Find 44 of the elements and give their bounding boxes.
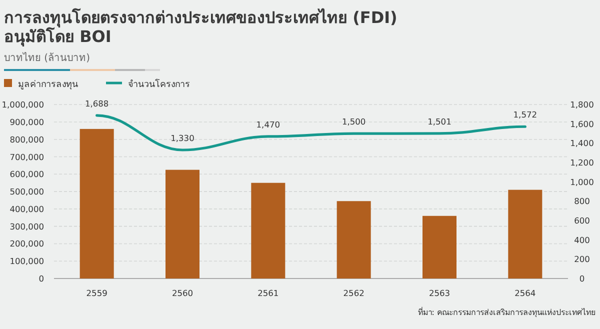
data-label: 1,330 xyxy=(170,133,194,144)
data-label: 1,688 xyxy=(84,98,109,108)
data-label: 1,501 xyxy=(428,116,452,126)
data-label: 1,500 xyxy=(342,116,366,127)
text: ที่มา: คณะกรรมการส่งเสริมการลงทุนแห่งประเทศไทย xyxy=(418,306,596,317)
y2-tick-label: 600 xyxy=(574,216,590,226)
y-tick-label: 300,000 xyxy=(10,221,44,232)
bar xyxy=(508,190,542,278)
y2-tick-label: 400 xyxy=(574,234,590,245)
y2-tick-label: 200 xyxy=(574,254,590,264)
x-tick-label: 2564 xyxy=(514,288,536,298)
y-tick-label: 1,000,000 xyxy=(2,100,44,110)
chart-subtitle: บาทไทย (ล้านบาท) xyxy=(4,51,90,65)
y-tick-label: 100,000 xyxy=(10,256,44,266)
y2-tick-label: 1,400 xyxy=(570,138,594,148)
x-tick-label: 2561 xyxy=(258,288,279,298)
y2-tick-label: 1,000 xyxy=(570,176,594,187)
x-tick-label: 2562 xyxy=(343,288,364,298)
y-tick-label: 0 xyxy=(38,274,44,284)
y2-tick-label: 800 xyxy=(574,196,590,206)
legend-label: จำนวนโครงการ xyxy=(128,79,190,90)
data-label: 1,572 xyxy=(513,110,538,120)
y-tick-label: 900,000 xyxy=(10,116,44,127)
chart-title: การลงทุนโดยตรงจากต่างประเทศของประเทศไทย (FDI) อนุมัติโดย BOI xyxy=(4,8,398,46)
bar xyxy=(336,201,371,278)
y2-tick-label: 1,600 xyxy=(570,118,594,129)
legend-label: มูลค่าการลงทุน xyxy=(18,80,78,90)
x-tick-label: 2563 xyxy=(428,288,450,298)
bar xyxy=(251,182,286,278)
y2-tick-label: 1,800 xyxy=(570,100,594,110)
x-tick-label: 2560 xyxy=(172,288,194,298)
y-tick-label: 200,000 xyxy=(10,238,44,249)
y2-tick-label: 0 xyxy=(579,274,585,284)
y-tick-label: 700,000 xyxy=(10,152,44,162)
y-tick-label: 800,000 xyxy=(10,134,44,144)
bar xyxy=(422,216,456,278)
x-tick-label: 2559 xyxy=(86,288,108,298)
y2-tick-label: 1,200 xyxy=(570,158,594,168)
y-tick-label: 400,000 xyxy=(10,204,44,214)
y-tick-label: 600,000 xyxy=(10,169,44,180)
bar xyxy=(166,170,200,278)
bar xyxy=(80,128,114,278)
y-tick-label: 500,000 xyxy=(10,186,44,197)
data-label: 1,470 xyxy=(256,119,280,130)
